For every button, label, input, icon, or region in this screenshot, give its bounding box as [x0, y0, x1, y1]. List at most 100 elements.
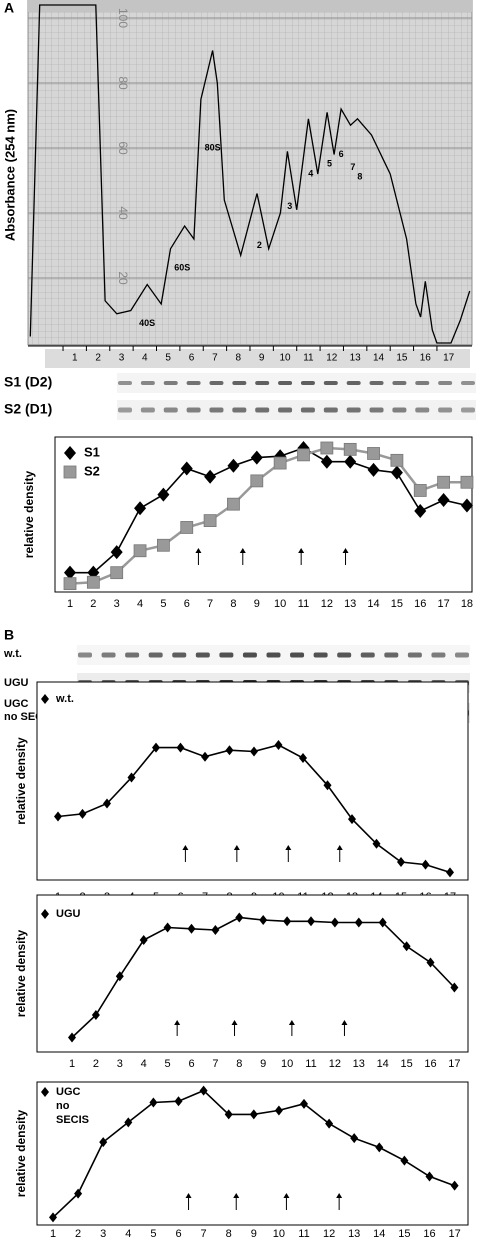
y-tick-label: 100 [116, 8, 130, 28]
peak-label: 60S [174, 263, 190, 273]
y-axis-label: relative density [14, 1109, 28, 1197]
blot-background [117, 373, 476, 393]
x-tick-label: 2 [95, 353, 101, 364]
x-tick-label: 9 [259, 353, 265, 364]
blot-band [172, 652, 187, 658]
panel-label: A [4, 0, 14, 16]
blot-band [140, 407, 155, 413]
data-point [323, 780, 332, 791]
x-tick-label: 3 [114, 598, 120, 610]
data-point [283, 916, 292, 927]
x-tick-label: 3 [119, 353, 125, 364]
blot-band [101, 652, 116, 658]
y-tick-label: 20 [116, 271, 130, 285]
x-tick-label: 15 [391, 598, 403, 610]
data-point [174, 1096, 183, 1107]
x-tick-label: 16 [420, 353, 432, 364]
data-point [400, 1155, 409, 1166]
data-point [199, 1085, 208, 1096]
x-tick-label: 10 [274, 598, 286, 610]
data-point [446, 867, 454, 878]
blot-band [118, 381, 132, 385]
data-point [300, 1098, 308, 1109]
peak-label: 7 [350, 162, 355, 172]
arrow-head [341, 1020, 348, 1025]
legend-label: UGC [56, 1086, 81, 1098]
data-point [413, 484, 427, 497]
y-axis-label: relative density [14, 737, 28, 825]
blot-band [266, 652, 281, 658]
blot-band [255, 407, 270, 413]
legend-label: S1 [84, 444, 100, 459]
x-tick-label: 5 [165, 353, 171, 364]
x-tick-label: 8 [230, 598, 236, 610]
data-point [460, 498, 473, 513]
data-point [426, 957, 435, 968]
data-point [344, 454, 357, 469]
legend-label: no [56, 1100, 70, 1112]
legend-label: S2 [84, 463, 100, 478]
x-tick-label: 7 [207, 598, 213, 610]
data-point [203, 514, 217, 528]
x-tick-label: 6 [188, 1058, 194, 1070]
blot-band [78, 652, 92, 658]
fraction-strip [45, 349, 470, 368]
blot-band [290, 652, 305, 658]
x-tick-label: 15 [398, 1228, 410, 1240]
x-tick-label: 8 [236, 1058, 242, 1070]
blot-band [255, 381, 270, 385]
arrow-head [283, 1193, 290, 1198]
blot-band [438, 407, 453, 413]
blot-band [360, 652, 375, 658]
x-tick-label: 10 [281, 1058, 293, 1070]
arrow-head [231, 1020, 238, 1025]
y-axis-label: relative density [14, 929, 28, 1017]
blot-label: S1 (D2) [4, 374, 52, 390]
x-tick-label: 6 [184, 598, 190, 610]
arrow-head [336, 845, 343, 850]
x-tick-label: 16 [424, 1058, 436, 1070]
data-point [157, 487, 170, 502]
blot-band [415, 381, 430, 385]
data-point [133, 544, 147, 558]
data-point [54, 811, 62, 822]
x-tick-label: 12 [321, 598, 333, 610]
peak-label: 8 [357, 172, 362, 182]
data-point [127, 772, 136, 783]
blot-band [242, 652, 257, 658]
x-tick-label: 10 [273, 1228, 285, 1240]
data-point [367, 462, 380, 477]
data-point [414, 504, 427, 519]
data-point [390, 465, 403, 480]
legend-label: w.t. [55, 693, 74, 705]
x-tick-label: 9 [254, 598, 260, 610]
blot-band [415, 407, 430, 413]
x-tick-label: 2 [90, 598, 96, 610]
blot-band [232, 407, 247, 413]
x-tick-label: 17 [437, 598, 449, 610]
data-point [187, 923, 196, 934]
data-point [390, 453, 404, 467]
x-tick-label: 8 [236, 353, 242, 364]
data-point [91, 1010, 100, 1020]
data-point [274, 740, 283, 750]
blot-band [209, 381, 224, 385]
data-point [176, 742, 185, 753]
x-tick-label: 4 [137, 598, 143, 610]
x-tick-label: 6 [189, 353, 195, 364]
arrow-head [336, 1193, 343, 1198]
legend-label: SECIS [56, 1114, 89, 1126]
arrow-head [182, 845, 189, 850]
x-tick-label: 17 [448, 1228, 460, 1240]
blot-band [195, 652, 210, 658]
data-point [211, 925, 220, 935]
data-point [320, 454, 333, 469]
blot-band [148, 652, 163, 658]
peak-label: 40S [139, 318, 155, 328]
data-point [250, 746, 258, 757]
data-point [63, 465, 77, 479]
x-tick-label: 7 [212, 1058, 218, 1070]
blot-band [186, 407, 201, 413]
